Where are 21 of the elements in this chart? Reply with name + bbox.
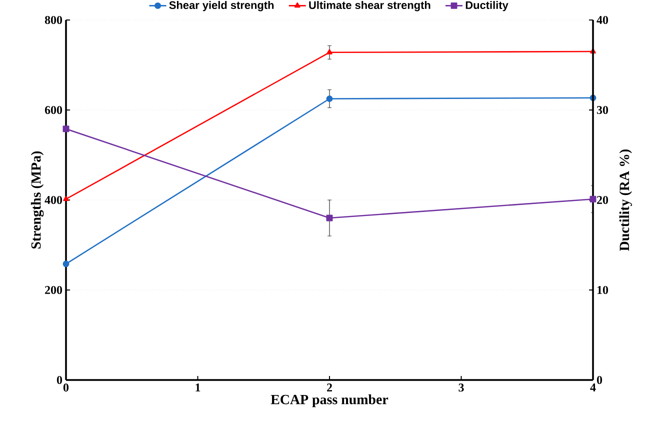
y-tick-label: 600 xyxy=(44,106,62,114)
x-tick-label: 1 xyxy=(196,384,200,392)
x-tick-label: 4 xyxy=(590,384,596,392)
legend-label: Shear yield strength xyxy=(169,0,274,12)
x-axis-title: ECAP pass number xyxy=(270,394,388,408)
legend-label: Ultimate shear strength xyxy=(309,0,430,12)
y-tick-label: 0 xyxy=(56,376,62,384)
y2-tick-label: 0 xyxy=(596,376,602,384)
y2-tick-label: 20 xyxy=(597,196,608,204)
y2-axis-title: Ductility (RA %) xyxy=(619,149,632,251)
x-tick-label: 0 xyxy=(63,384,69,392)
legend-label: Ductility xyxy=(466,0,508,12)
y2-tick-label: 10 xyxy=(597,286,608,294)
y2-tick-label: 30 xyxy=(596,106,608,114)
y-tick-label: 400 xyxy=(44,196,62,204)
y-tick-label: 800 xyxy=(44,16,62,24)
y2-tick-label: 40 xyxy=(596,16,608,24)
x-tick-label: 3 xyxy=(458,384,464,392)
x-tick-label: 2 xyxy=(327,384,332,392)
y-axis-title: Strengths (MPa) xyxy=(30,151,44,249)
y-tick-label: 200 xyxy=(45,286,62,294)
